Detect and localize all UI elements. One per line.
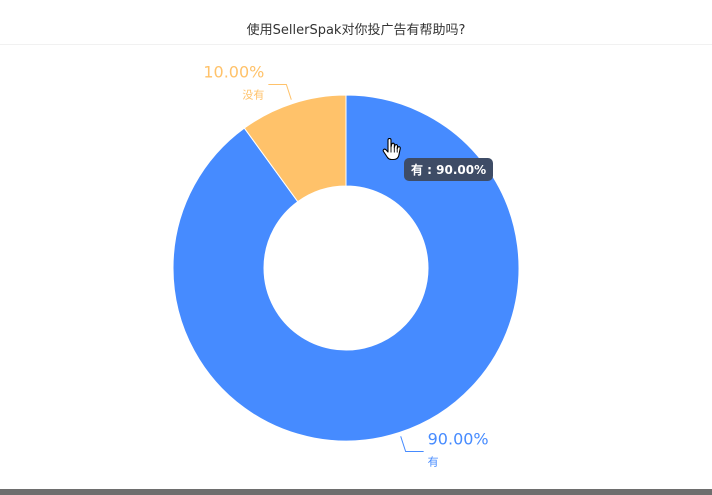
title-divider bbox=[0, 44, 712, 45]
pie-slice-2 bbox=[243, 94, 347, 203]
leader-line-1 bbox=[400, 436, 424, 453]
value-label-1: 90.00% bbox=[428, 430, 489, 449]
category-label-1: 有 bbox=[428, 455, 439, 469]
tooltip: 有 : 90.00% bbox=[404, 158, 494, 181]
value-label-2: 10.00% bbox=[203, 62, 264, 81]
hand-cursor-icon bbox=[382, 138, 401, 161]
pie-slice-1 bbox=[172, 94, 520, 442]
bottom-bar bbox=[0, 489, 712, 495]
leader-line-2 bbox=[268, 83, 292, 100]
chart-title: 使用SellerSpak对你投广告有帮助吗? bbox=[246, 23, 466, 38]
category-label-2: 没有 bbox=[242, 87, 264, 101]
